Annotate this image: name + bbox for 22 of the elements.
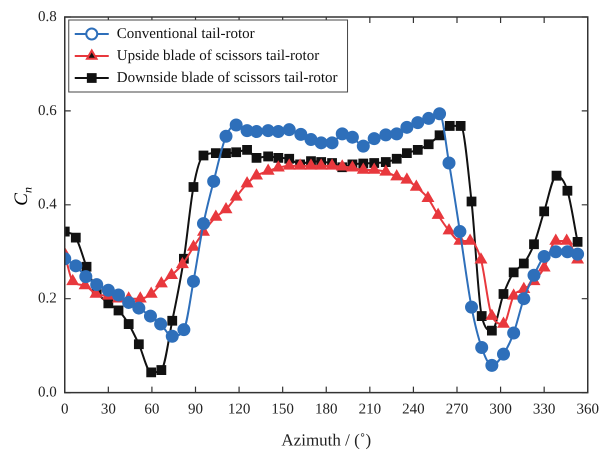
y-tick-label: 0.6 (38, 102, 58, 119)
legend-label: Downside blade of scissors tail-rotor (116, 70, 338, 86)
x-tick-label: 120 (228, 402, 250, 418)
y-tick-label: 0.4 (38, 196, 58, 213)
x-tick-label: 270 (446, 402, 468, 418)
x-tick-label: 300 (489, 402, 512, 418)
x-tick-label: 360 (576, 402, 599, 418)
y-tick-label: 0.8 (38, 8, 57, 25)
x-tick-label: 210 (358, 402, 382, 418)
legend-label: Conventional tail-rotor (116, 26, 255, 42)
x-tick-label: 0 (61, 402, 68, 418)
x-tick-label: 240 (402, 402, 425, 418)
x-tick-label: 90 (188, 402, 203, 418)
x-tick-label: 180 (315, 402, 338, 418)
y-tick-label: 0.2 (38, 290, 57, 307)
x-axis-title: Azimuth / (˚) (281, 430, 372, 450)
x-tick-label: 150 (271, 402, 294, 418)
x-tick-label: 60 (144, 402, 160, 418)
x-tick-label: 330 (532, 402, 556, 418)
x-tick-label: 30 (100, 402, 116, 418)
legend-label: Upside blade of scissors tail-rotor (116, 48, 320, 64)
y-tick-label: 0.0 (38, 384, 57, 401)
